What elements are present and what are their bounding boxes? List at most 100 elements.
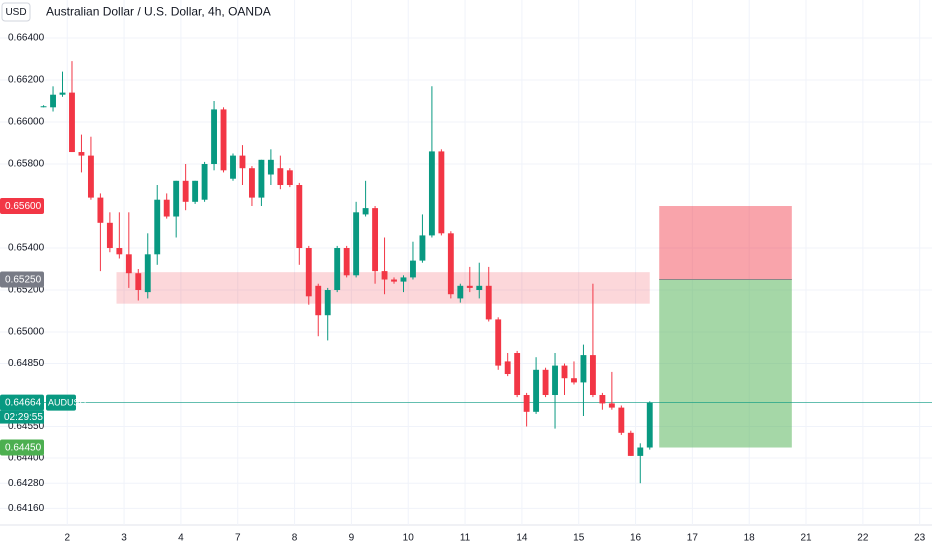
candle-body: [78, 152, 85, 156]
candle-body: [211, 109, 217, 165]
candle-body: [258, 159, 265, 198]
candle-body: [504, 361, 511, 375]
x-tick-label: 18: [744, 533, 756, 544]
candle-body: [372, 208, 379, 272]
entry-box: [0, 271, 44, 288]
candle-body: [315, 285, 322, 316]
candle-body: [438, 151, 445, 234]
candle-body: [277, 168, 284, 186]
x-tick-label: 14: [516, 533, 528, 544]
candle-body: [249, 168, 255, 198]
y-tick-label: 0.64400: [8, 453, 45, 464]
x-tick-label: 4: [178, 533, 184, 544]
x-tick-label: 8: [292, 533, 298, 544]
x-tick-label: 7: [235, 533, 241, 544]
countdown-box: [0, 410, 44, 424]
symbol-box: [46, 394, 76, 411]
x-tick-label: 15: [573, 533, 585, 544]
y-tick-label: 0.64550: [8, 421, 45, 432]
candle-body: [267, 159, 274, 175]
candle-body: [485, 285, 492, 320]
candle-body: [173, 180, 180, 217]
stop-area: [659, 206, 792, 280]
candle-body: [514, 353, 521, 396]
y-tick-label: 0.66400: [8, 33, 45, 44]
candle-body: [125, 254, 132, 274]
y-tick-label: 0.64850: [8, 358, 45, 369]
candle-body: [106, 222, 113, 249]
candle-body: [580, 355, 587, 383]
candle-body: [533, 369, 540, 412]
x-tick-label: 9: [349, 533, 355, 544]
candle-body: [286, 170, 293, 186]
candle-body: [305, 248, 312, 297]
y-tick-label: 0.64280: [8, 478, 45, 489]
x-tick-label: 17: [687, 533, 699, 544]
candle-body: [571, 378, 577, 383]
candle-body: [296, 185, 303, 249]
y-tick-label: 0.66000: [8, 117, 45, 128]
y-tick-label: 0.65200: [8, 285, 45, 296]
x-tick-label: 16: [630, 533, 642, 544]
stop-label: 0.65600: [5, 201, 42, 212]
candle-body: [87, 155, 94, 198]
candle-body: [523, 395, 530, 412]
candle-body: [97, 197, 104, 223]
candle-body: [618, 407, 625, 433]
candle-body: [400, 277, 407, 282]
grid: [0, 0, 932, 526]
candle-body: [466, 285, 473, 288]
y-tick-label: 0.66200: [8, 75, 45, 86]
y-tick-label: 0.65400: [8, 243, 45, 254]
candle-body: [182, 180, 189, 202]
candle-body: [419, 235, 426, 261]
candle-body: [69, 92, 75, 153]
candle-body: [457, 285, 464, 299]
candle-body: [627, 432, 634, 456]
x-tick-label: 3: [121, 533, 127, 544]
candle-body: [428, 151, 435, 236]
y-tick-label: 0.64160: [8, 503, 45, 514]
x-tick-label: 10: [403, 533, 415, 544]
candle-body: [116, 248, 123, 255]
candle-body: [561, 365, 568, 379]
candle-body: [230, 155, 236, 179]
candle-body: [637, 447, 644, 456]
y-tick-label: 0.65800: [8, 159, 45, 170]
x-tick-label: 2: [64, 533, 70, 544]
chart-title: Australian Dollar / U.S. Dollar, 4h, OAN…: [46, 5, 271, 19]
candle-body: [50, 94, 56, 108]
candle-body: [495, 319, 502, 366]
x-tick-label: 23: [914, 533, 926, 544]
candle-body: [476, 285, 483, 291]
labels: 0.66400 0.66200 0.66000 0.65800 0.65400 0.652…: [0, 33, 926, 544]
target-box: [0, 439, 44, 456]
candle-body: [135, 273, 142, 291]
target-area: [659, 279, 792, 448]
candle-body: [334, 248, 341, 291]
candle-body: [163, 199, 170, 217]
candle-body: [646, 402, 653, 448]
candle-body: [324, 290, 331, 316]
candle-body: [239, 155, 246, 169]
candle-body: [381, 271, 388, 280]
candle-body: [192, 180, 199, 202]
currency-button[interactable]: [1, 2, 31, 22]
candle-body: [447, 233, 454, 295]
candle-body: [608, 403, 615, 408]
plot: [0, 61, 932, 484]
candle-body: [343, 248, 350, 276]
candle-body: [410, 260, 416, 278]
symbol: AUDUSD: [48, 397, 87, 407]
candle-body: [40, 106, 47, 108]
candle-body: [542, 369, 549, 396]
currency[interactable]: USD: [5, 7, 26, 18]
candle-body: [59, 92, 66, 95]
candle-body: [353, 212, 360, 276]
x-tick-label: 21: [800, 533, 812, 544]
candle-body: [391, 279, 397, 282]
candle-body: [201, 164, 208, 200]
candle-body: [599, 395, 606, 404]
candle-body: [154, 199, 161, 255]
